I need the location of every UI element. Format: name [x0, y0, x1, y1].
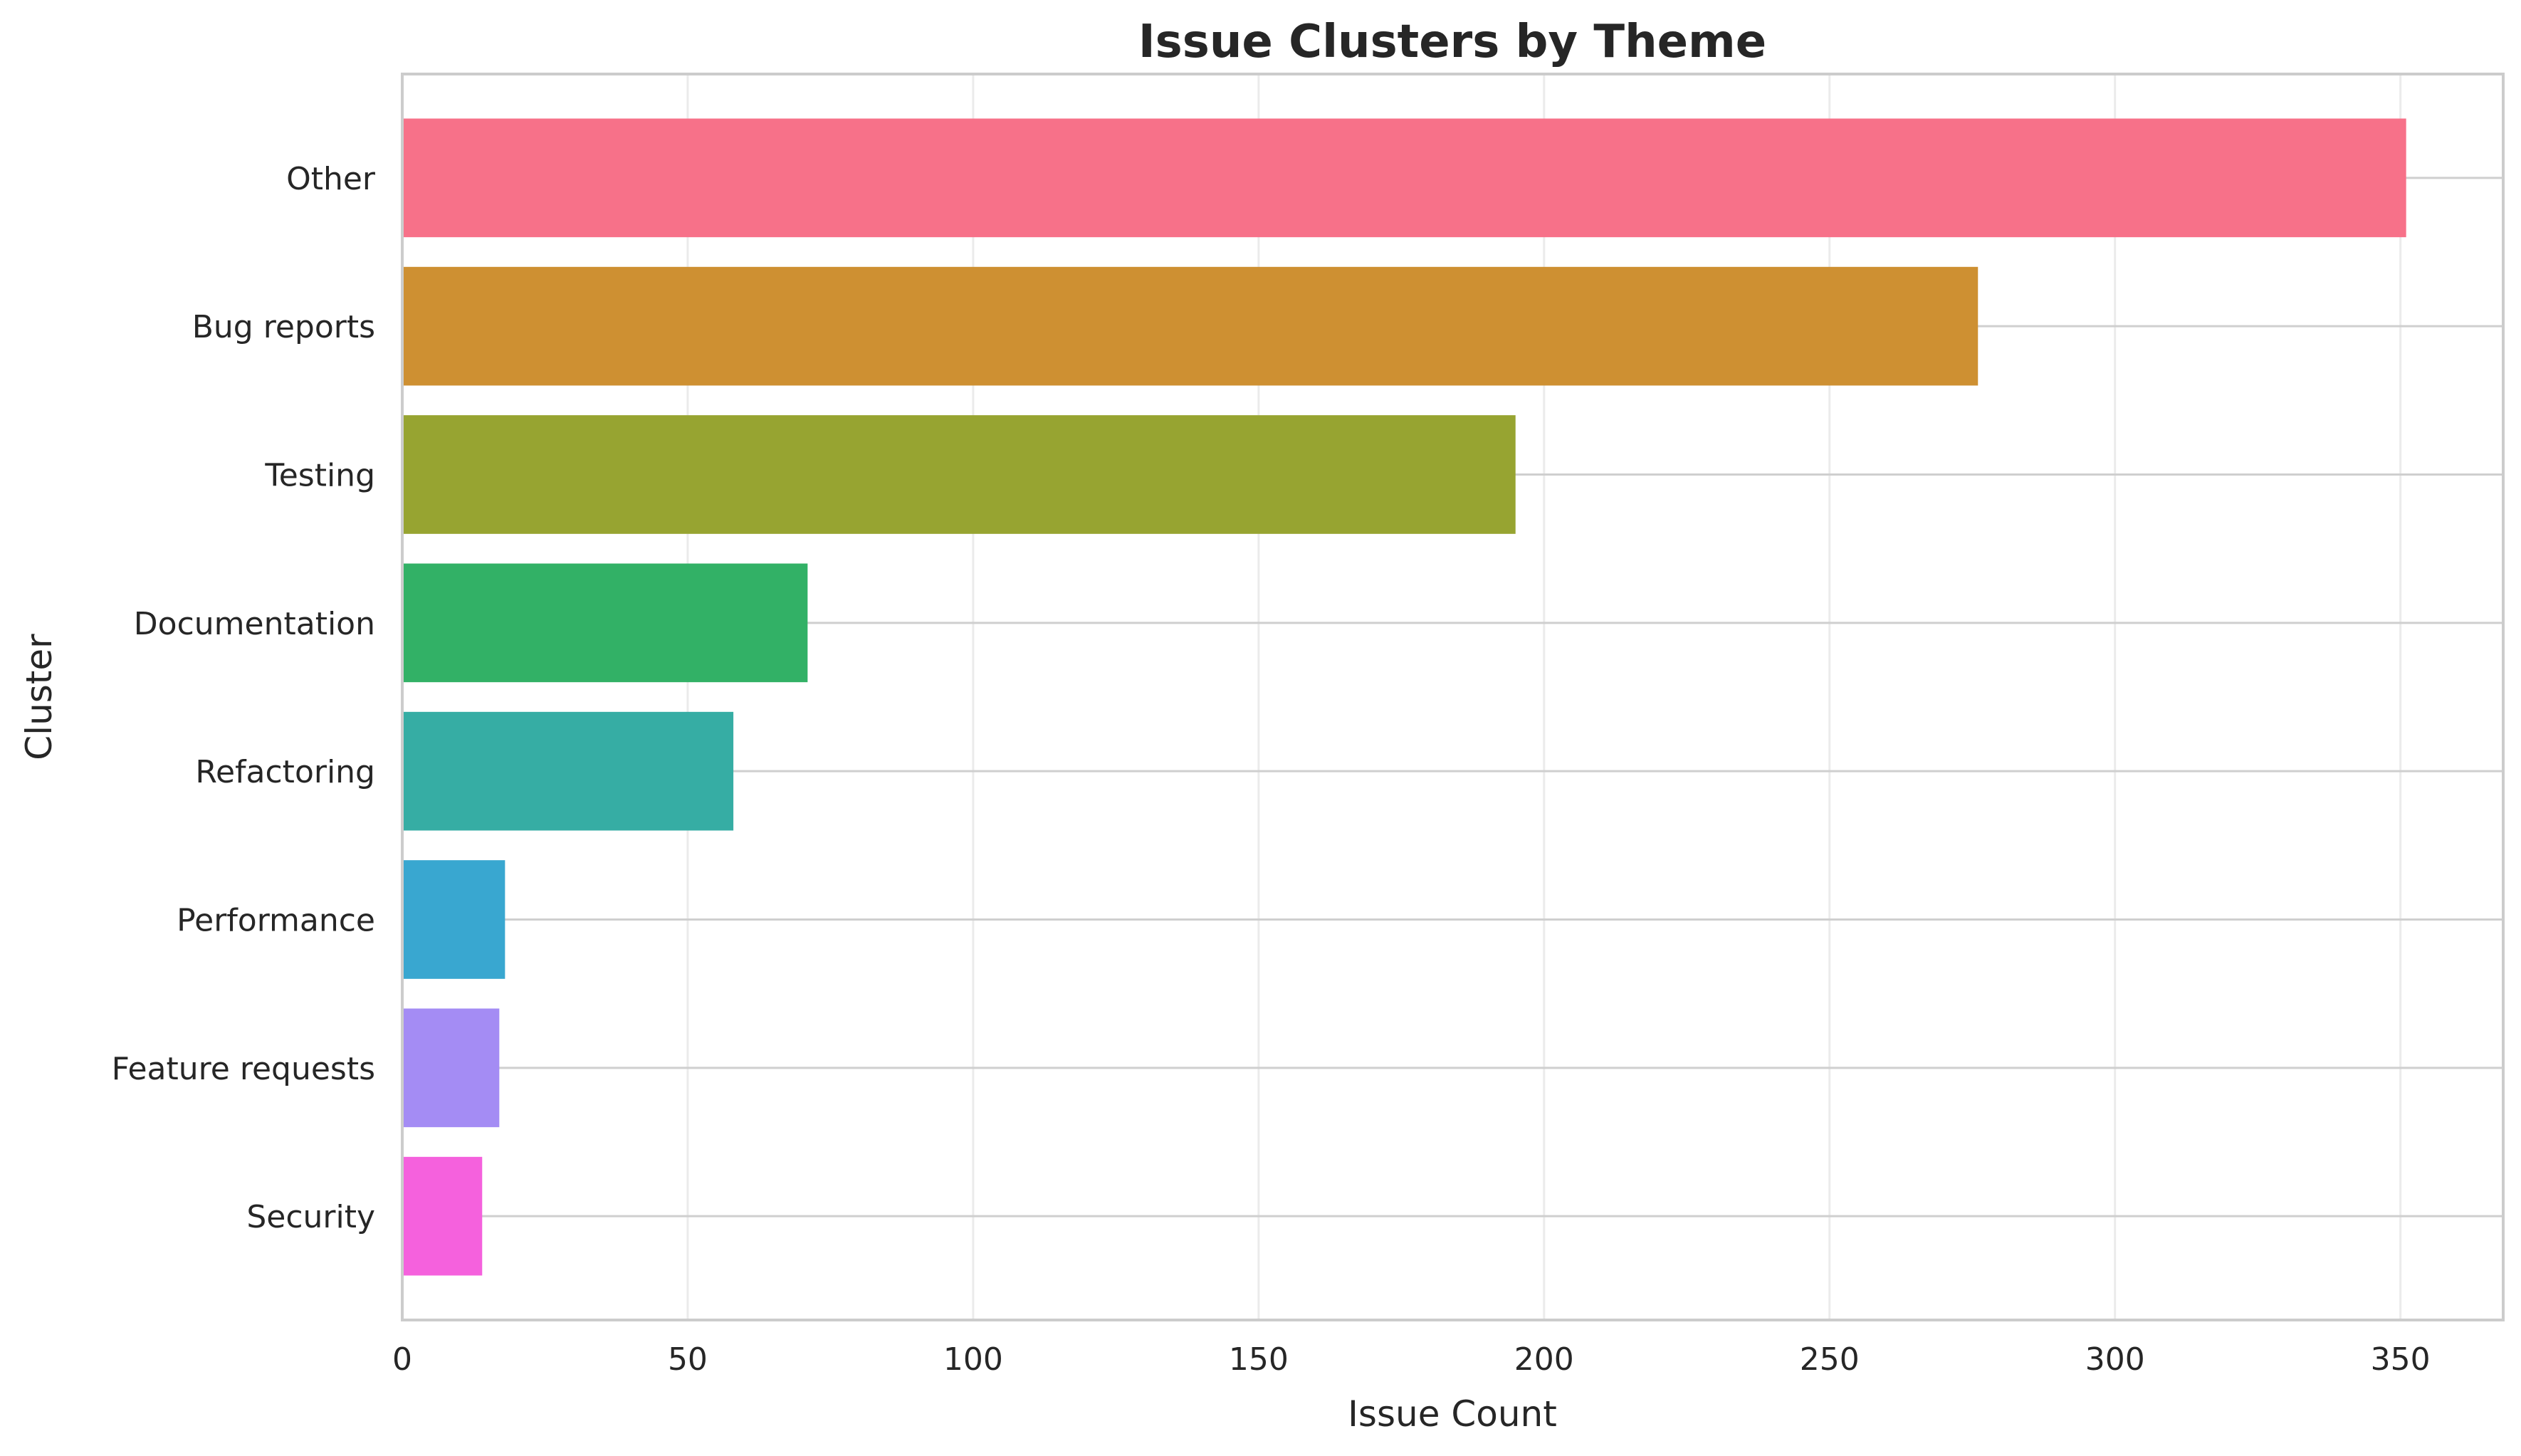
bar-feature-requests — [402, 1008, 500, 1128]
y-tick-label: Testing — [264, 458, 375, 494]
chart-title: Issue Clusters by Theme — [1138, 16, 1766, 68]
bar-refactoring — [402, 711, 734, 831]
x-tick-label: 350 — [2371, 1341, 2431, 1378]
bar-security — [402, 1156, 483, 1276]
y-tick-label: Bug reports — [192, 309, 375, 345]
bar-documentation — [402, 563, 808, 683]
x-tick-label: 250 — [1800, 1341, 1860, 1378]
plot-frame — [401, 73, 2505, 1321]
x-tick-label: 0 — [392, 1341, 412, 1378]
bar-performance — [402, 860, 505, 979]
x-tick-labels: 0 50 100 150 200 250 300 350 — [392, 1341, 2431, 1378]
bars — [402, 118, 2406, 1276]
y-tick-label: Documentation — [134, 606, 375, 642]
y-tick-label: Performance — [177, 903, 375, 939]
x-tick-label: 300 — [2085, 1341, 2145, 1378]
x-tick-label: 100 — [943, 1341, 1003, 1378]
y-tick-labels: Other Bug reports Testing Documentation Refa… — [112, 161, 376, 1235]
y-tick-label: Other — [286, 161, 376, 197]
y-tick-label: Feature requests — [112, 1051, 375, 1087]
x-axis-label: Issue Count — [1348, 1393, 1557, 1435]
x-tick-label: 150 — [1229, 1341, 1289, 1378]
y-tick-label: Refactoring — [195, 754, 375, 790]
y-axis-label: Cluster — [19, 634, 60, 760]
x-tick-label: 50 — [668, 1341, 708, 1378]
x-tick-label: 200 — [1514, 1341, 1574, 1378]
y-tick-label: Security — [246, 1199, 375, 1235]
bar-testing — [402, 415, 1516, 534]
bar-bug-reports — [402, 266, 1978, 386]
bar-other — [402, 118, 2406, 238]
